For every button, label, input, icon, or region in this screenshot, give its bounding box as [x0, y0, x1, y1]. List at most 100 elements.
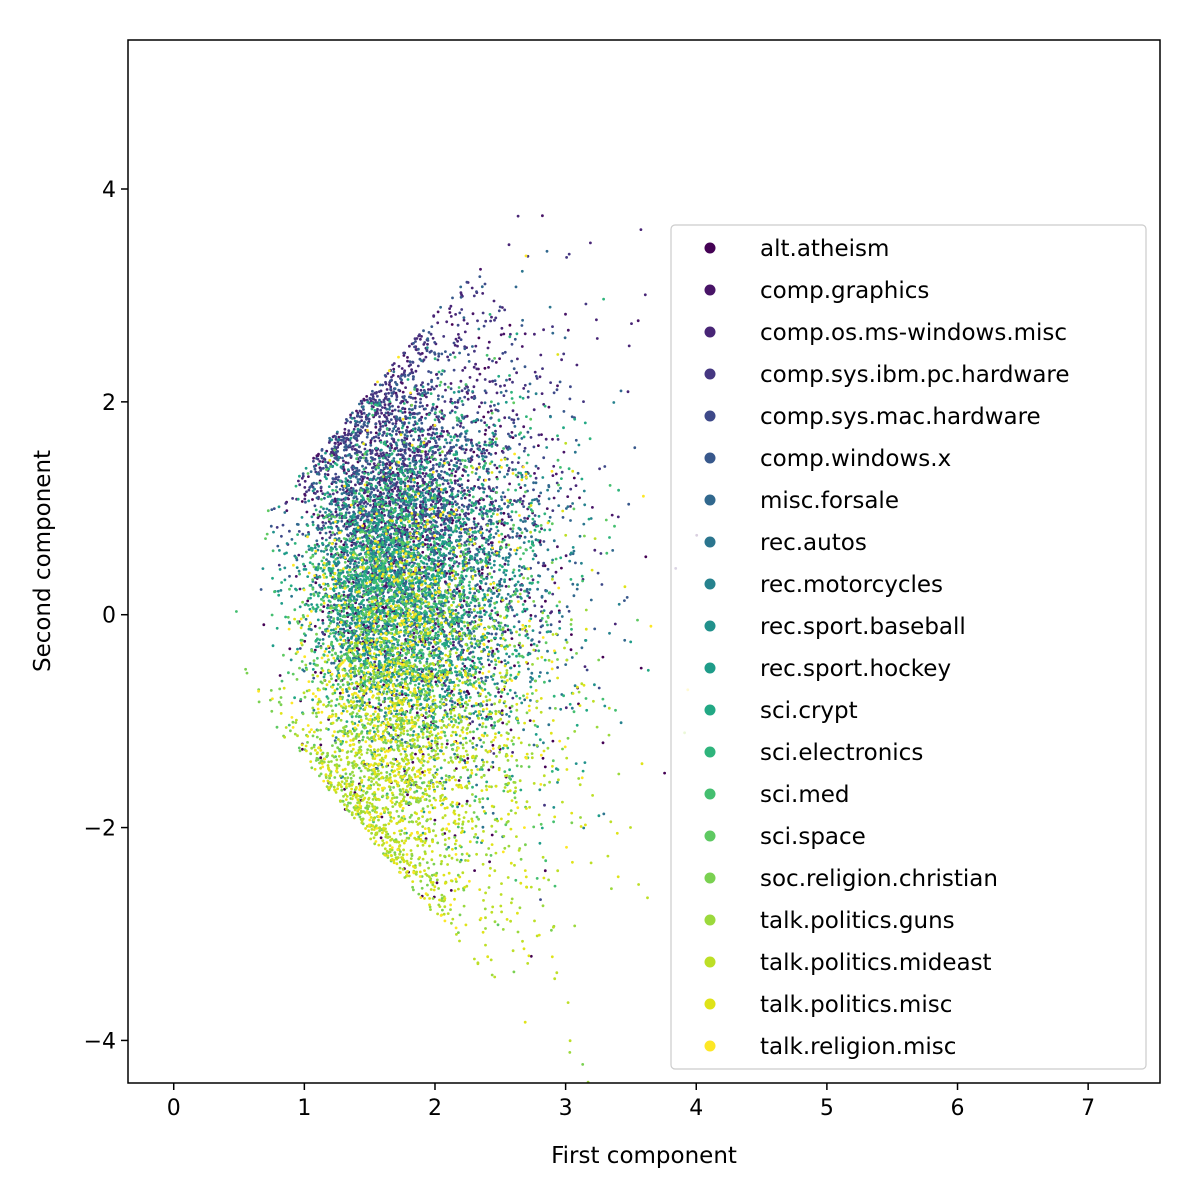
data-point — [479, 525, 483, 529]
data-point — [568, 559, 572, 563]
data-point — [352, 435, 356, 439]
data-point — [429, 371, 433, 374]
data-point — [496, 402, 500, 406]
data-point — [570, 415, 574, 419]
data-point — [384, 380, 387, 384]
data-point — [441, 491, 445, 495]
data-point — [516, 357, 519, 361]
data-point — [358, 699, 361, 703]
data-point — [366, 432, 370, 436]
data-point — [365, 395, 369, 398]
data-point — [512, 421, 516, 425]
data-point — [574, 484, 578, 487]
data-point — [484, 319, 488, 323]
data-point — [321, 521, 325, 524]
data-point — [337, 438, 340, 441]
data-point — [474, 472, 478, 475]
data-point — [508, 447, 512, 450]
data-point — [403, 457, 407, 461]
data-point — [387, 514, 390, 517]
data-point — [470, 438, 473, 442]
data-point — [379, 425, 383, 428]
data-point — [466, 397, 470, 401]
data-point — [404, 582, 407, 586]
data-point — [639, 666, 643, 670]
data-point — [349, 420, 352, 424]
data-point — [378, 459, 382, 463]
data-point — [508, 536, 511, 539]
data-point — [312, 459, 315, 463]
data-point — [523, 365, 527, 369]
data-point — [473, 869, 476, 872]
data-point — [411, 396, 415, 400]
data-point — [352, 470, 356, 474]
data-point — [435, 520, 438, 524]
data-point — [395, 678, 399, 682]
data-point — [421, 404, 424, 408]
data-point — [313, 624, 317, 628]
data-point — [478, 275, 482, 278]
data-point — [510, 431, 514, 434]
data-point — [497, 621, 500, 624]
data-point — [412, 375, 415, 379]
data-point — [333, 445, 337, 449]
data-point — [474, 344, 478, 348]
data-point — [565, 605, 569, 609]
data-point — [344, 443, 348, 447]
data-point — [477, 455, 481, 459]
data-point — [502, 394, 506, 397]
data-point — [530, 671, 534, 675]
data-point — [466, 507, 470, 511]
data-point — [409, 434, 413, 438]
data-point — [445, 441, 449, 445]
data-point — [532, 481, 535, 485]
data-point — [337, 443, 341, 446]
data-point — [307, 475, 310, 478]
data-point — [503, 659, 507, 662]
data-point — [401, 448, 404, 452]
data-point — [382, 492, 385, 495]
data-point — [319, 528, 323, 531]
data-point — [522, 425, 526, 429]
data-point — [643, 293, 647, 297]
data-point — [487, 598, 491, 602]
data-point — [272, 507, 276, 510]
data-point — [479, 419, 483, 422]
data-point — [510, 631, 514, 635]
data-point — [402, 634, 406, 637]
data-point — [404, 503, 408, 507]
data-point — [435, 427, 438, 431]
data-point — [472, 517, 476, 520]
data-point — [520, 269, 524, 273]
data-point — [556, 781, 559, 784]
data-point — [490, 833, 494, 837]
data-point — [373, 660, 377, 664]
data-point — [406, 479, 410, 483]
data-point — [454, 457, 457, 461]
data-point — [496, 643, 500, 646]
data-point — [391, 409, 394, 413]
data-point — [444, 454, 447, 457]
data-point — [314, 492, 317, 495]
data-point — [377, 390, 381, 393]
data-point — [301, 668, 305, 672]
data-point — [460, 483, 464, 487]
data-point — [511, 536, 514, 539]
data-point — [320, 549, 323, 553]
data-point — [528, 588, 532, 591]
data-point — [563, 336, 567, 340]
data-point — [452, 640, 455, 644]
data-point — [501, 352, 505, 355]
data-point — [392, 427, 396, 431]
data-point — [495, 647, 499, 651]
data-point — [392, 482, 396, 485]
data-point — [434, 407, 437, 411]
data-point — [446, 451, 449, 455]
data-point — [395, 415, 399, 419]
data-point — [462, 447, 465, 451]
data-point — [487, 768, 491, 772]
data-point — [539, 353, 543, 357]
data-point — [390, 484, 393, 488]
data-point — [429, 425, 433, 429]
data-point — [374, 413, 378, 417]
